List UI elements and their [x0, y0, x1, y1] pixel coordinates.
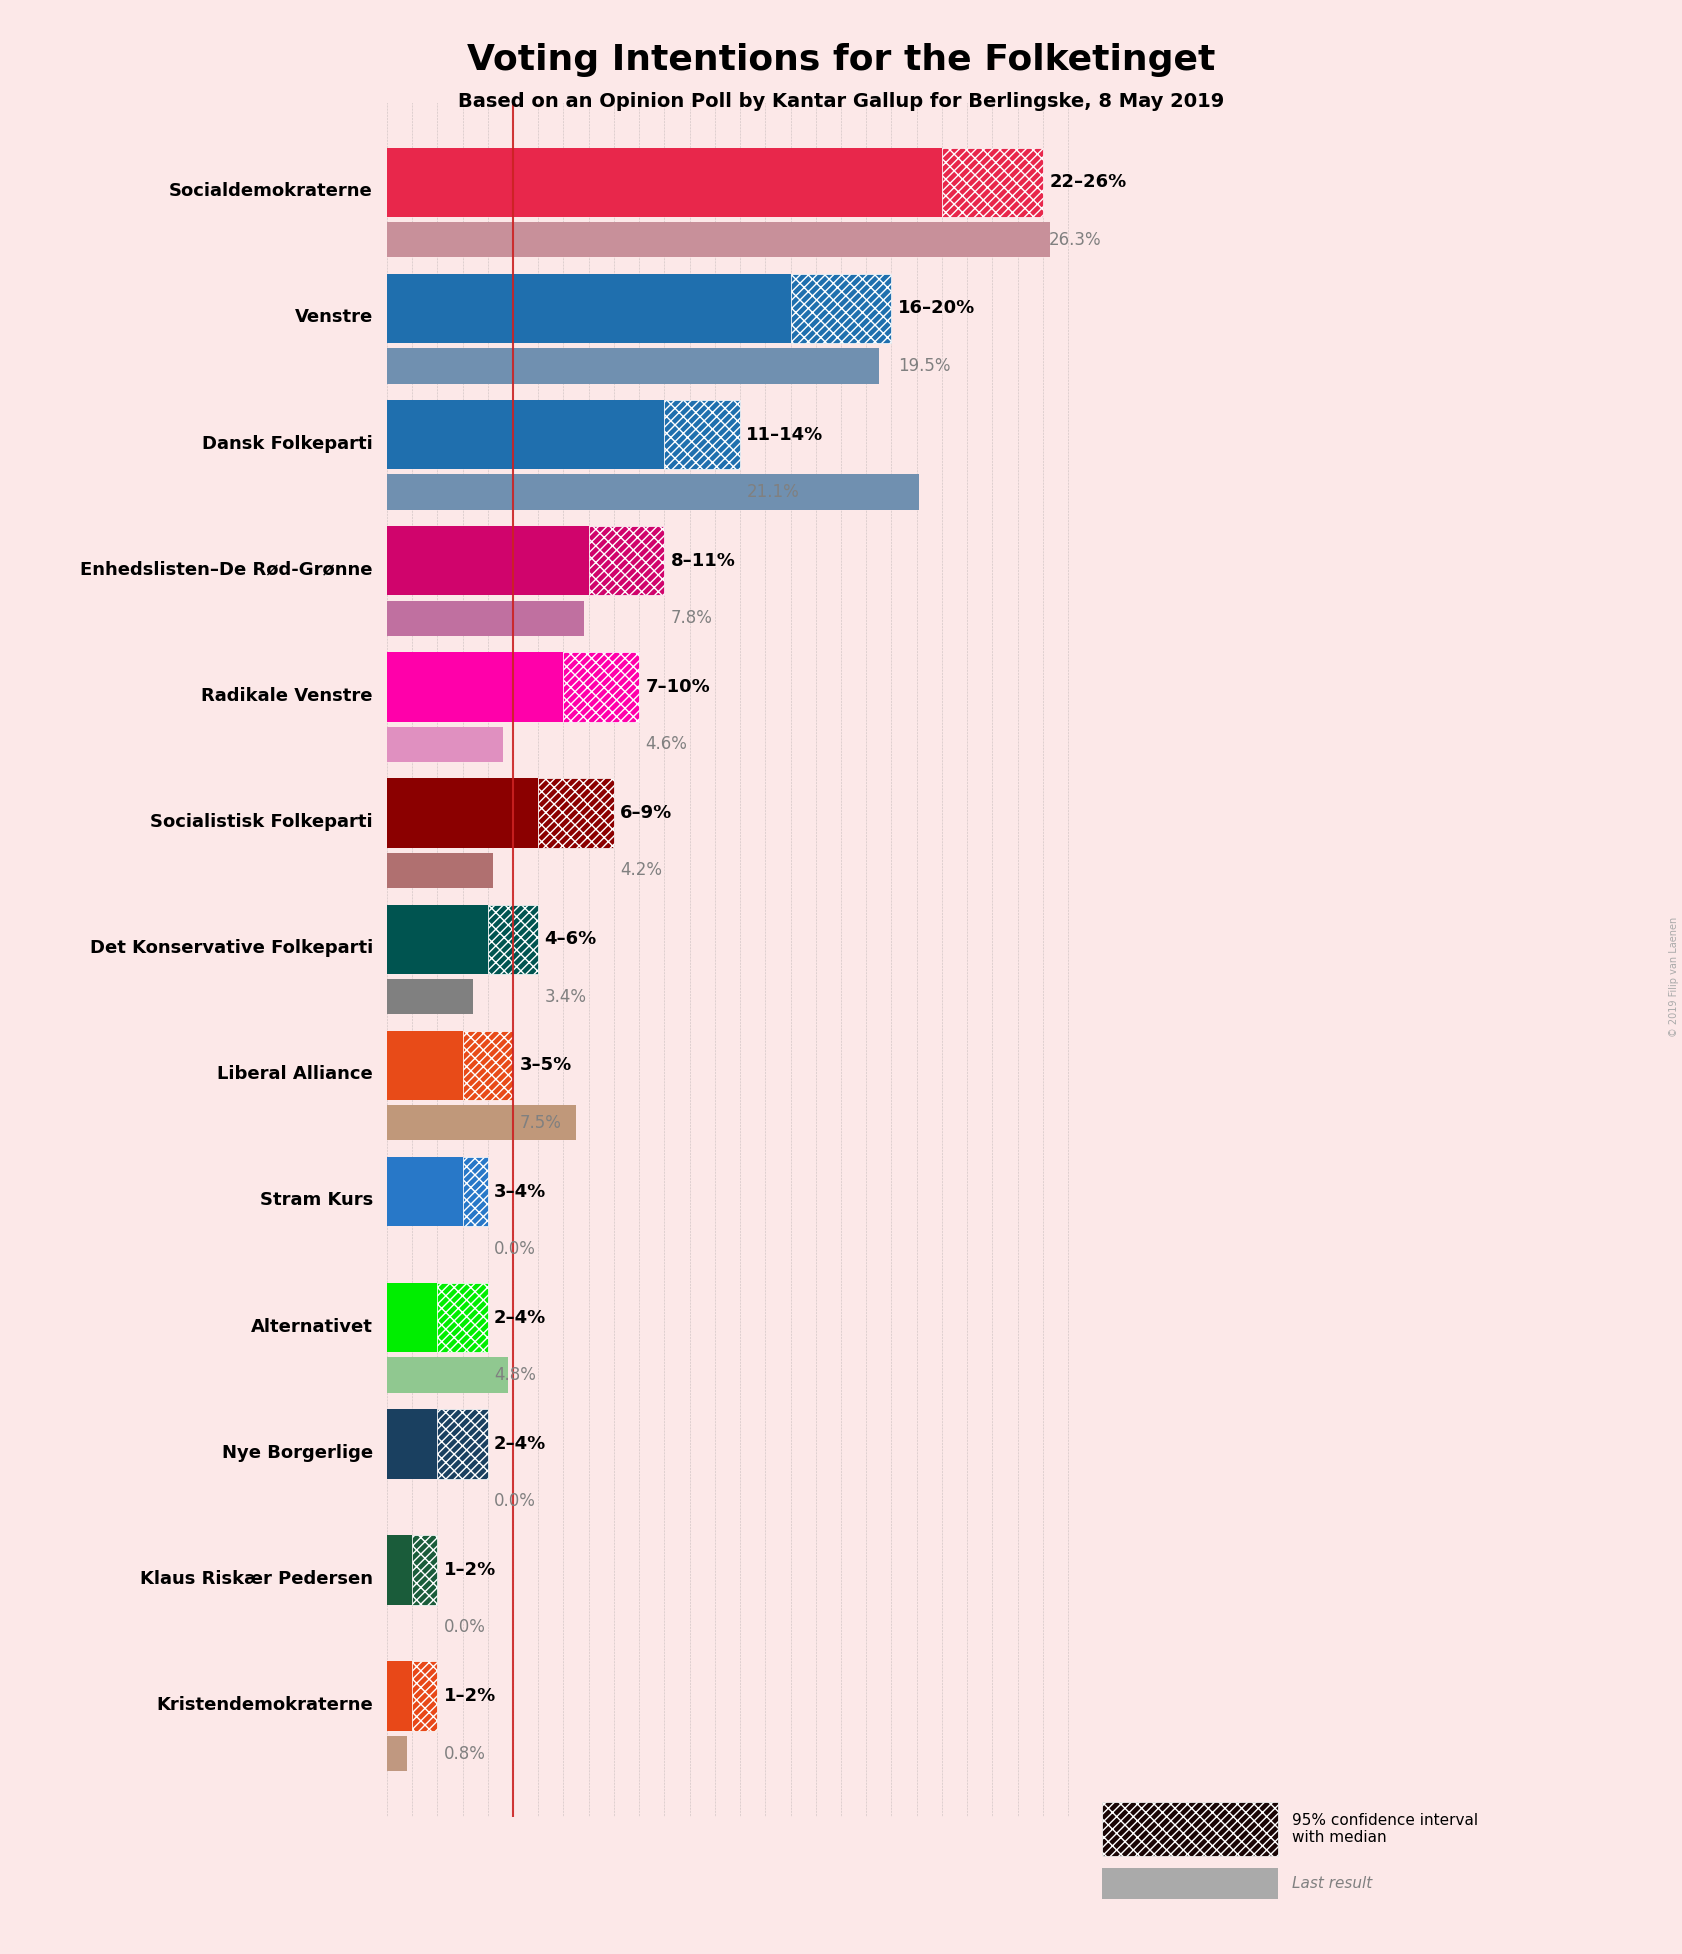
- Text: 95% confidence interval
with median: 95% confidence interval with median: [1292, 1813, 1478, 1845]
- Bar: [387, 401, 664, 469]
- Text: 2–4%: 2–4%: [495, 1309, 547, 1327]
- Bar: [387, 600, 584, 635]
- Text: 4.8%: 4.8%: [495, 1366, 537, 1383]
- Bar: [387, 1536, 412, 1604]
- Text: 8–11%: 8–11%: [671, 551, 735, 571]
- Bar: [387, 274, 791, 344]
- Bar: [387, 475, 918, 510]
- Bar: [463, 1157, 488, 1227]
- Bar: [412, 1536, 437, 1604]
- Text: 22–26%: 22–26%: [1050, 174, 1127, 191]
- Text: 0.8%: 0.8%: [444, 1745, 486, 1763]
- Text: 4–6%: 4–6%: [545, 930, 597, 948]
- Bar: [387, 1030, 463, 1100]
- Text: 21.1%: 21.1%: [747, 483, 799, 500]
- Text: 3–5%: 3–5%: [520, 1057, 572, 1075]
- Text: © 2019 Filip van Laenen: © 2019 Filip van Laenen: [1669, 916, 1679, 1038]
- Bar: [387, 223, 1050, 258]
- Bar: [387, 1409, 437, 1479]
- Bar: [387, 727, 503, 762]
- Text: 7.5%: 7.5%: [520, 1114, 562, 1131]
- Bar: [437, 1284, 488, 1352]
- Text: 7.8%: 7.8%: [671, 610, 713, 627]
- Text: 1–2%: 1–2%: [444, 1686, 496, 1706]
- Bar: [563, 653, 639, 721]
- Bar: [387, 1284, 437, 1352]
- Bar: [589, 526, 664, 596]
- Text: 26.3%: 26.3%: [1050, 231, 1102, 248]
- Bar: [664, 401, 740, 469]
- Bar: [387, 1735, 407, 1770]
- Bar: [387, 1157, 463, 1227]
- Bar: [387, 348, 878, 383]
- Text: 11–14%: 11–14%: [747, 426, 824, 444]
- Text: 16–20%: 16–20%: [898, 299, 976, 317]
- Bar: [942, 149, 1043, 217]
- Bar: [387, 149, 942, 217]
- Text: 4.2%: 4.2%: [621, 862, 663, 879]
- Bar: [387, 905, 488, 973]
- Text: 1–2%: 1–2%: [444, 1561, 496, 1579]
- Bar: [387, 1661, 412, 1731]
- Bar: [387, 852, 493, 889]
- Text: 0.0%: 0.0%: [495, 1241, 537, 1258]
- Text: 19.5%: 19.5%: [898, 358, 950, 375]
- Bar: [437, 1409, 488, 1479]
- Text: Based on an Opinion Poll by Kantar Gallup for Berlingske, 8 May 2019: Based on an Opinion Poll by Kantar Gallu…: [458, 92, 1224, 111]
- Bar: [412, 1661, 437, 1731]
- Text: 0.0%: 0.0%: [495, 1493, 537, 1510]
- Bar: [387, 1358, 508, 1393]
- Bar: [387, 1106, 575, 1141]
- Text: Last result: Last result: [1292, 1876, 1373, 1891]
- Bar: [463, 1030, 513, 1100]
- Text: Voting Intentions for the Folketinget: Voting Intentions for the Folketinget: [468, 43, 1214, 76]
- Text: 0.0%: 0.0%: [444, 1618, 486, 1635]
- Bar: [387, 653, 563, 721]
- Bar: [791, 274, 891, 344]
- Text: 6–9%: 6–9%: [621, 805, 673, 823]
- Text: 3–4%: 3–4%: [495, 1182, 547, 1200]
- Bar: [387, 778, 538, 848]
- Bar: [488, 905, 538, 973]
- Text: 2–4%: 2–4%: [495, 1434, 547, 1454]
- Bar: [538, 778, 614, 848]
- Bar: [387, 979, 473, 1014]
- Text: 4.6%: 4.6%: [646, 735, 688, 754]
- Text: 3.4%: 3.4%: [545, 987, 587, 1006]
- Text: 7–10%: 7–10%: [646, 678, 710, 696]
- Bar: [387, 526, 589, 596]
